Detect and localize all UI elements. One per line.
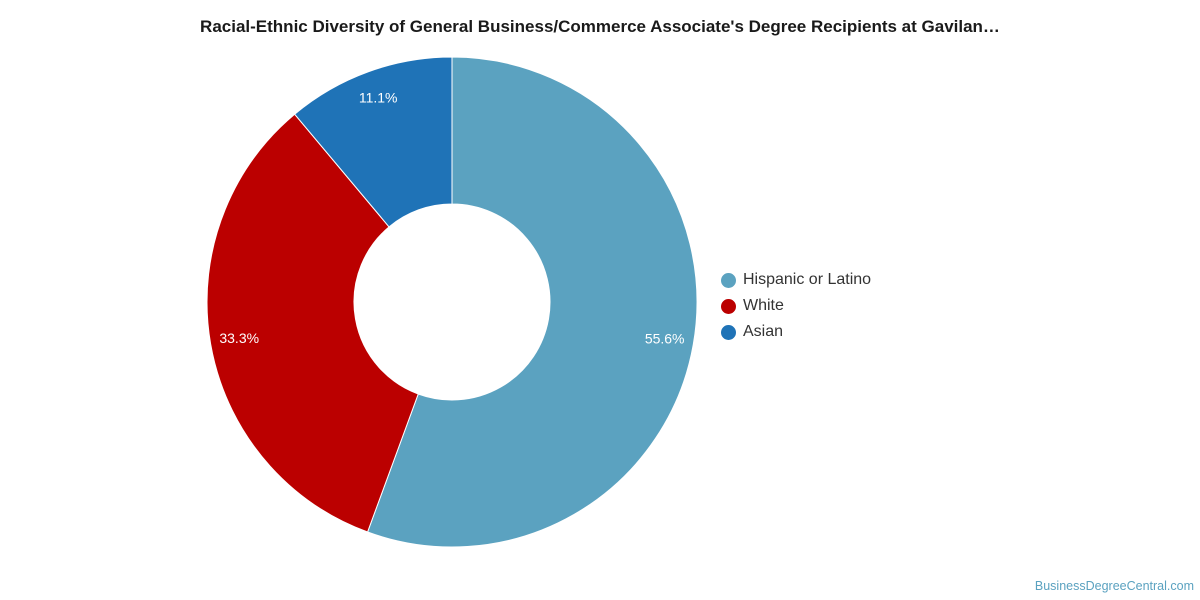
chart-title: Racial-Ethnic Diversity of General Busin…: [200, 17, 1000, 36]
legend-item-hispanic-or-latino[interactable]: Hispanic or Latino: [721, 267, 871, 293]
legend-label-hispanic-or-latino: Hispanic or Latino: [743, 271, 872, 288]
slices-group: [206, 56, 698, 548]
source-credit[interactable]: BusinessDegreeCentral.com: [1034, 579, 1194, 593]
legend-swatch-asian: [721, 324, 736, 340]
slice-hispanic-or-latino[interactable]: [366, 56, 698, 548]
slice-label-asian: 11.1%: [359, 90, 398, 106]
slice-asian[interactable]: [293, 56, 453, 228]
legend-item-asian[interactable]: Asian: [721, 319, 871, 345]
legend-label-white: White: [743, 297, 784, 314]
legend-swatch-hispanic-or-latino: [721, 272, 736, 288]
slice-white[interactable]: [206, 113, 419, 533]
slice-label-white: 33.3%: [219, 330, 259, 346]
legend-label-asian: Asian: [743, 323, 784, 340]
legend-item-white[interactable]: White: [721, 293, 871, 319]
legend-swatch-white: [721, 298, 736, 314]
slice-label-hispanic-or-latino: 55.6%: [645, 331, 685, 347]
legend: Hispanic or Latino White Asian: [721, 267, 871, 345]
slice-labels-group: 55.6% 33.3% 11.1%: [219, 90, 684, 347]
